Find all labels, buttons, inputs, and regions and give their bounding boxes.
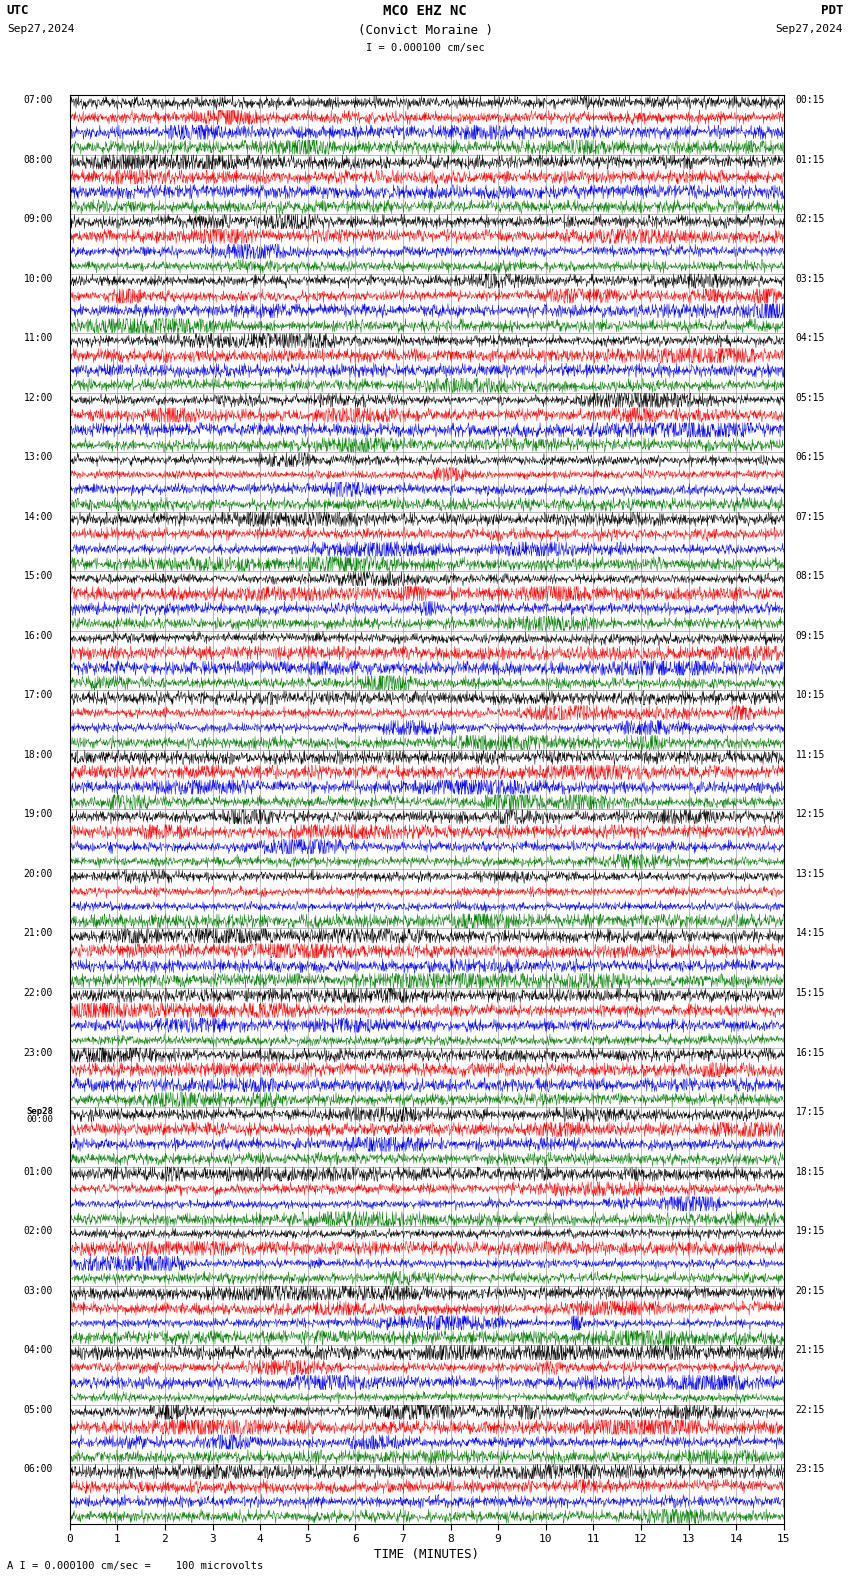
Text: 12:15: 12:15: [796, 809, 825, 819]
Text: 16:00: 16:00: [24, 630, 53, 642]
Text: Sep27,2024: Sep27,2024: [776, 24, 843, 33]
Text: (Convict Moraine ): (Convict Moraine ): [358, 24, 492, 36]
Text: 22:00: 22:00: [24, 988, 53, 998]
Text: 02:15: 02:15: [796, 214, 825, 223]
Text: 14:15: 14:15: [796, 928, 825, 938]
Text: 01:00: 01:00: [24, 1166, 53, 1177]
Text: 18:00: 18:00: [24, 749, 53, 760]
Text: 01:15: 01:15: [796, 155, 825, 165]
Text: 09:00: 09:00: [24, 214, 53, 223]
Text: 23:00: 23:00: [24, 1047, 53, 1058]
Text: 18:15: 18:15: [796, 1166, 825, 1177]
Text: 16:15: 16:15: [796, 1047, 825, 1058]
Text: 23:15: 23:15: [796, 1464, 825, 1475]
Text: I = 0.000100 cm/sec: I = 0.000100 cm/sec: [366, 43, 484, 52]
Text: 21:15: 21:15: [796, 1345, 825, 1356]
Text: 20:15: 20:15: [796, 1286, 825, 1296]
Text: 03:15: 03:15: [796, 274, 825, 284]
Text: 06:15: 06:15: [796, 453, 825, 463]
Text: 04:15: 04:15: [796, 333, 825, 344]
Text: 19:15: 19:15: [796, 1226, 825, 1236]
Text: 12:00: 12:00: [24, 393, 53, 402]
Text: 22:15: 22:15: [796, 1405, 825, 1415]
Text: 14:00: 14:00: [24, 512, 53, 521]
Text: 07:15: 07:15: [796, 512, 825, 521]
Text: A I = 0.000100 cm/sec =    100 microvolts: A I = 0.000100 cm/sec = 100 microvolts: [7, 1562, 263, 1571]
Text: 13:00: 13:00: [24, 453, 53, 463]
Text: PDT: PDT: [821, 3, 843, 17]
Text: 00:15: 00:15: [796, 95, 825, 105]
Text: 08:15: 08:15: [796, 572, 825, 581]
Text: 03:00: 03:00: [24, 1286, 53, 1296]
Text: Sep27,2024: Sep27,2024: [7, 24, 74, 33]
Text: 00:00: 00:00: [26, 1115, 53, 1123]
Text: 11:15: 11:15: [796, 749, 825, 760]
Text: 09:15: 09:15: [796, 630, 825, 642]
Text: 04:00: 04:00: [24, 1345, 53, 1356]
Text: 08:00: 08:00: [24, 155, 53, 165]
Text: UTC: UTC: [7, 3, 29, 17]
Text: MCO EHZ NC: MCO EHZ NC: [383, 3, 467, 17]
Text: 10:00: 10:00: [24, 274, 53, 284]
Text: Sep28: Sep28: [26, 1107, 53, 1117]
Text: 07:00: 07:00: [24, 95, 53, 105]
Text: 15:00: 15:00: [24, 572, 53, 581]
Text: 17:15: 17:15: [796, 1107, 825, 1117]
Text: 21:00: 21:00: [24, 928, 53, 938]
Text: 10:15: 10:15: [796, 691, 825, 700]
Text: 02:00: 02:00: [24, 1226, 53, 1236]
Text: 05:00: 05:00: [24, 1405, 53, 1415]
Text: 15:15: 15:15: [796, 988, 825, 998]
Text: 13:15: 13:15: [796, 870, 825, 879]
Text: 11:00: 11:00: [24, 333, 53, 344]
Text: 19:00: 19:00: [24, 809, 53, 819]
Text: 06:00: 06:00: [24, 1464, 53, 1475]
Text: 20:00: 20:00: [24, 870, 53, 879]
Text: 05:15: 05:15: [796, 393, 825, 402]
X-axis label: TIME (MINUTES): TIME (MINUTES): [374, 1549, 479, 1562]
Text: 17:00: 17:00: [24, 691, 53, 700]
